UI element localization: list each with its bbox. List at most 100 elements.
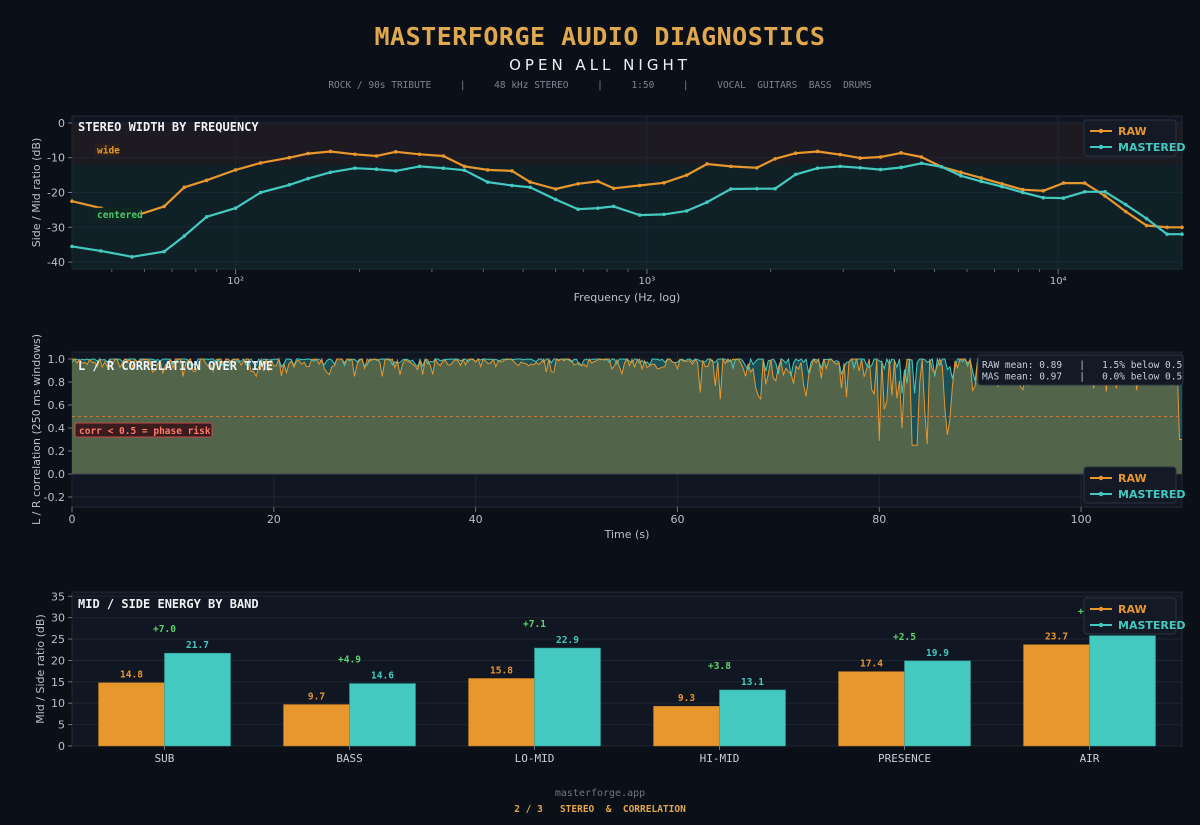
data-point [1165,225,1169,230]
track-meta: ROCK / 90s TRIBUTE | 48 kHz STEREO | 1:5… [328,80,872,91]
delta-label: +7.1 [523,619,546,630]
threshold-label: corr < 0.5 = phase risk [79,426,211,437]
data-point [576,207,580,211]
legend-marker [1098,622,1104,628]
x-axis-label: Time (s) [604,528,650,541]
data-label-mastered: 21.7 [186,640,209,651]
y-tick-label: -10 [47,152,65,165]
stats-box [977,354,1184,386]
chart-title: STEREO WIDTH BY FREQUENCY [78,120,259,134]
data-point [684,173,689,177]
annotation-bg-wide [95,143,119,157]
x-tick-label: 10³ [639,276,656,287]
bar-mastered [534,647,601,747]
data-point [528,185,532,190]
data-point [1165,232,1169,237]
data-point [662,212,666,217]
data-point [838,164,842,169]
chart-title: L / R CORRELATION OVER TIME [78,359,273,373]
data-point [162,249,166,254]
y-tick-label: 15 [51,676,65,689]
data-label-raw: 15.8 [490,665,513,676]
data-point [374,167,379,172]
stats-line: MAS mean: 0.97 | 0.0% below 0.5 [982,372,1182,383]
data-point [510,183,514,188]
data-point [858,166,862,170]
data-point [838,152,842,157]
data-point [773,156,777,161]
data-point [1082,181,1087,185]
data-point [462,164,467,169]
y-tick-label: 30 [51,612,65,625]
data-point [233,168,238,172]
y-tick-label: 5 [58,719,65,732]
data-point [576,182,580,186]
legend-label-mastered: MASTERED [1118,619,1186,632]
data-point [233,206,238,210]
plot-area [71,591,1183,747]
annotation-wide: wide [97,146,120,157]
data-point [528,180,532,184]
data-point [662,180,666,185]
data-point [755,186,759,191]
delta-label: +2.5 [893,632,916,643]
legend-marker [1098,144,1104,150]
data-point [773,186,777,191]
data-point [70,199,74,203]
data-point [878,155,883,159]
x-tick-label: 0 [69,513,76,526]
y-tick-label: 10 [51,697,65,710]
bar-raw [1023,644,1090,747]
data-point [729,187,733,191]
data-point [1082,190,1087,194]
data-point [793,172,798,177]
data-point [1041,195,1046,200]
track-title: OPEN ALL NIGHT [509,56,691,74]
data-point [182,185,187,190]
x-tick-label: 40 [469,513,483,526]
data-point [485,168,490,172]
data-point [705,162,709,166]
data-point [959,170,963,175]
x-tick-label: 100 [1071,513,1092,526]
footer-url: masterforge.app [554,788,646,799]
y-axis-label: Mid / Side ratio (dB) [34,614,47,723]
y-tick-label: 20 [51,654,65,667]
y-tick-label: 0.8 [48,376,66,389]
data-point [596,179,600,184]
data-point [99,249,103,253]
data-point [1020,190,1025,195]
data-point [393,169,398,173]
data-label-mastered: 14.6 [371,671,394,682]
data-point [1020,187,1025,192]
x-tick-label: SUB [155,752,175,765]
data-point [1144,216,1149,221]
y-axis-label: L / R correlation (250 ms windows) [30,334,43,525]
legend-label-raw: RAW [1118,125,1147,138]
data-point [204,215,209,219]
data-point [815,166,820,170]
data-point [1061,196,1066,200]
data-label-raw: 9.7 [308,692,325,703]
x-tick-label: 60 [670,513,684,526]
data-point [959,174,963,178]
y-tick-label: 0 [58,740,65,753]
data-label-raw: 23.7 [1045,632,1068,643]
data-point [441,166,446,170]
legend-label-raw: RAW [1118,603,1147,616]
legend-marker [1098,491,1104,497]
data-point [328,149,333,154]
legend-marker [1098,475,1104,481]
x-tick-label: 80 [872,513,886,526]
data-point [204,178,209,183]
data-point [70,244,74,249]
data-point [1180,225,1184,230]
data-point [611,204,616,209]
data-point [919,161,924,166]
bar-raw [468,678,535,747]
bar-raw [838,671,905,747]
bar-mastered [1089,635,1156,747]
y-tick-label: 1.0 [48,353,66,366]
